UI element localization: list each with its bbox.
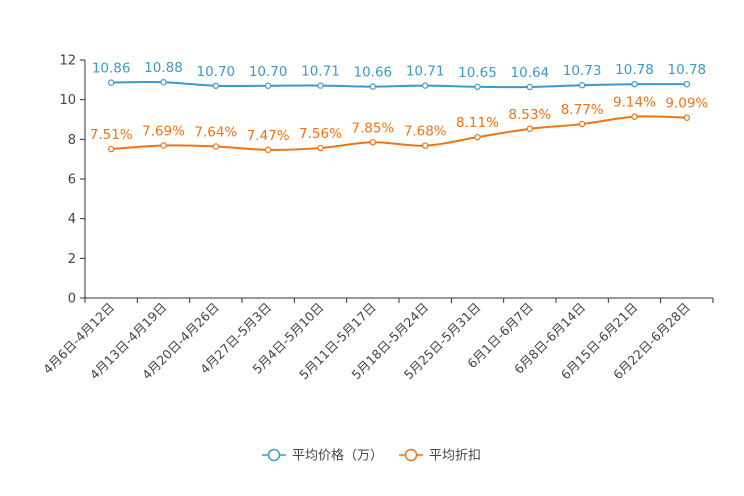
data-label: 10.71	[406, 64, 445, 80]
data-point	[421, 142, 429, 149]
data-label: 7.85%	[351, 120, 394, 136]
data-label: 7.68%	[404, 124, 447, 140]
data-label: 10.86	[92, 61, 131, 77]
data-point	[107, 79, 115, 86]
data-label: 10.70	[249, 64, 288, 80]
data-label: 10.64	[511, 65, 550, 81]
axes: 0246810124月6日-4月12日4月13日-4月19日4月20日-4月26…	[40, 54, 714, 382]
data-point	[631, 113, 638, 120]
data-point	[369, 83, 377, 90]
data-point	[212, 82, 220, 89]
y-tick-label: 12	[59, 54, 76, 69]
legend: 平均价格（万） 平均折扣	[262, 448, 481, 464]
data-point	[369, 139, 377, 146]
data-point	[160, 142, 167, 149]
y-tick-label: 8	[68, 133, 76, 148]
y-tick-label: 4	[68, 212, 76, 227]
legend-item: 平均价格（万）	[262, 448, 383, 464]
data-label: 9.09%	[665, 96, 708, 112]
data-label: 8.77%	[561, 102, 604, 118]
data-label: 10.71	[301, 64, 340, 80]
y-tick-label: 6	[68, 173, 76, 188]
data-label: 10.65	[458, 65, 497, 81]
series-1: 10.86 10.88 10.70 10.70 10.71 10.66 10.71 10.65…	[92, 60, 707, 91]
legend-swatch-marker	[404, 448, 418, 462]
data-label: 7.64%	[194, 124, 237, 140]
data-point	[631, 80, 638, 88]
data-point	[526, 83, 534, 91]
data-label: 10.73	[563, 63, 602, 79]
series-line	[111, 81, 687, 89]
data-label: 7.56%	[299, 126, 342, 142]
series-line	[111, 115, 687, 151]
data-point	[264, 146, 272, 154]
series-layer: 10.86 10.88 10.70 10.70 10.71 10.66 10.71 10.65…	[90, 60, 708, 154]
data-point	[107, 145, 115, 153]
data-label: 7.51%	[90, 127, 133, 143]
data-point	[160, 79, 167, 86]
data-point	[317, 144, 324, 152]
data-label: 9.14%	[613, 95, 656, 111]
data-label: 7.69%	[142, 123, 185, 139]
data-point	[212, 143, 220, 150]
data-point	[683, 114, 691, 121]
data-point	[578, 81, 586, 89]
legend-swatch-marker	[267, 448, 281, 462]
legend-item: 平均折扣	[399, 449, 481, 464]
data-label: 10.78	[615, 62, 654, 78]
data-label: 8.11%	[456, 115, 499, 131]
data-point	[474, 133, 481, 141]
data-point	[421, 82, 429, 89]
data-label: 7.47%	[247, 128, 290, 144]
data-point	[683, 80, 691, 88]
data-label: 8.53%	[508, 107, 551, 123]
y-tick-label: 10	[59, 93, 76, 108]
data-point	[264, 82, 272, 89]
y-tick-label: 2	[68, 252, 76, 267]
data-point	[317, 82, 324, 89]
data-label: 10.78	[668, 62, 707, 78]
legend-label: 平均价格（万）	[292, 448, 383, 464]
data-point	[526, 125, 534, 133]
legend-label: 平均折扣	[429, 449, 481, 464]
data-point	[578, 120, 586, 128]
series-2: 7.51% 7.69% 7.64% 7.47% 7.56% 7.85% 7.68% 8.11%…	[90, 95, 708, 154]
data-point	[474, 83, 481, 90]
data-label: 10.88	[144, 60, 183, 76]
y-tick-label: 0	[68, 292, 76, 307]
data-label: 10.66	[354, 65, 393, 81]
data-label: 10.70	[197, 64, 236, 80]
